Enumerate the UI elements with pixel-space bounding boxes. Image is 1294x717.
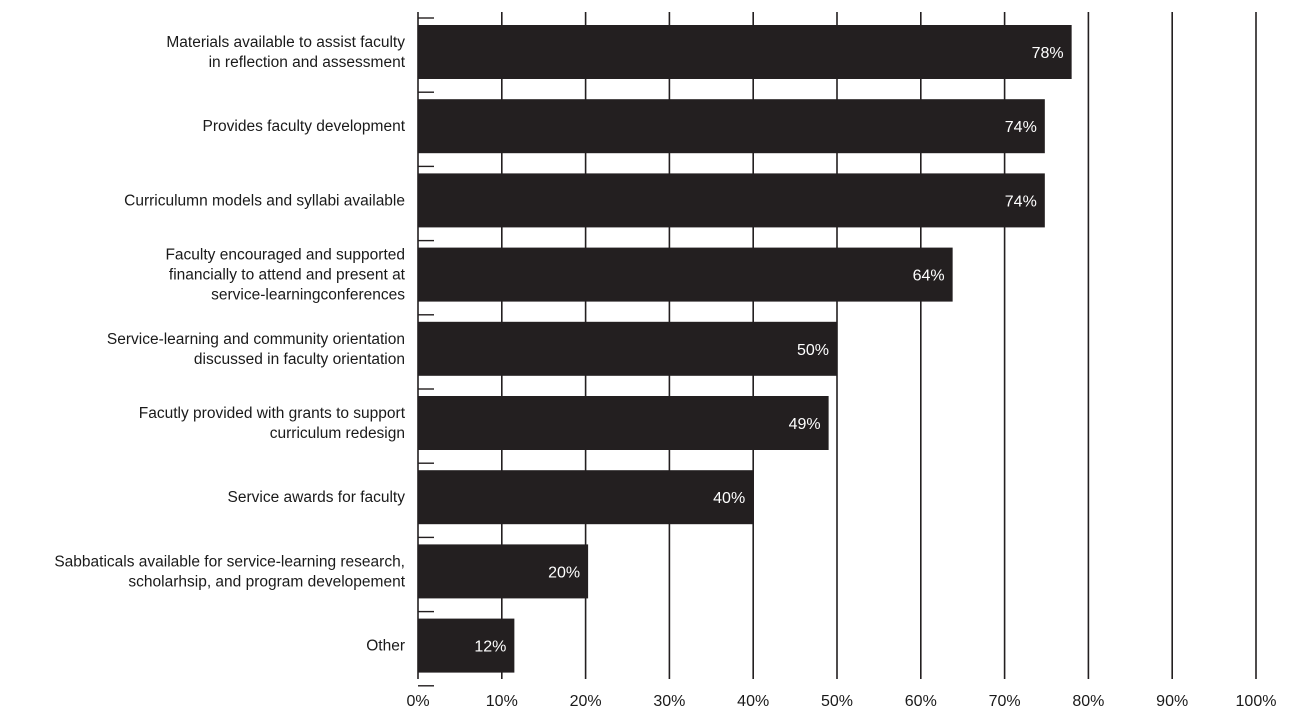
bar xyxy=(418,396,829,450)
x-tick-label: 0% xyxy=(406,693,429,710)
data-label: 78% xyxy=(1032,45,1064,62)
category-label-line: financially to attend and present at xyxy=(169,267,406,284)
data-label: 20% xyxy=(548,564,580,581)
category-label-line: scholarhsip, and program developement xyxy=(128,573,405,590)
data-label: 40% xyxy=(713,490,745,507)
category-label: Service awards for faculty xyxy=(228,489,406,506)
category-label: Curriculumn models and syllabi available xyxy=(124,192,405,209)
bar xyxy=(418,25,1072,79)
bar xyxy=(418,470,754,525)
x-tick-label: 80% xyxy=(1072,693,1104,710)
x-tick-label: 10% xyxy=(486,693,518,710)
category-labels: Materials available to assist faculty in … xyxy=(54,34,405,655)
bar xyxy=(418,321,837,376)
data-label: 74% xyxy=(1005,119,1037,136)
y-axis xyxy=(417,12,434,687)
category-label-line: Facutly provided with grants to support xyxy=(139,405,406,422)
category-label: Other xyxy=(366,638,405,655)
category-label-line: Provides faculty development xyxy=(203,118,406,135)
data-label: 12% xyxy=(474,639,506,656)
x-tick-labels: 0% 10% 20% 30% 40% 50% 60% 70% 80% 90% 100% xyxy=(406,693,1276,710)
x-tick-label: 20% xyxy=(570,693,602,710)
category-label-line: service-learningconferences xyxy=(211,287,405,304)
category-label: Service-learning and community orientati… xyxy=(107,331,405,368)
data-label: 50% xyxy=(797,342,829,359)
x-tick-label: 90% xyxy=(1156,693,1188,710)
bar xyxy=(418,247,953,302)
category-label-line: discussed in faculty orientation xyxy=(194,351,405,368)
x-tick-label: 70% xyxy=(989,693,1021,710)
category-label: Provides faculty development xyxy=(203,118,406,135)
x-tick-label: 50% xyxy=(821,693,853,710)
x-tick-label: 40% xyxy=(737,693,769,710)
category-label-line: curriculum redesign xyxy=(270,425,405,442)
category-label: Materials available to assist faculty in … xyxy=(166,34,405,71)
category-label-line: Sabbaticals available for service-learni… xyxy=(54,553,405,570)
category-label: Faculty encouraged and supported financia… xyxy=(165,247,405,304)
bar xyxy=(418,173,1045,228)
x-tick-label: 30% xyxy=(653,693,685,710)
category-label: Facutly provided with grants to support c… xyxy=(139,405,406,442)
category-label-line: Materials available to assist faculty xyxy=(166,34,405,51)
category-label: Sabbaticals available for service-learni… xyxy=(54,553,405,590)
bar xyxy=(418,99,1045,154)
x-tick-label: 60% xyxy=(905,693,937,710)
category-label-line: Faculty encouraged and supported xyxy=(165,247,405,264)
x-tick-label: 100% xyxy=(1236,693,1277,710)
category-label-line: Service awards for faculty xyxy=(228,489,406,506)
bar xyxy=(418,618,515,673)
category-label-line: Other xyxy=(366,638,405,655)
category-label-line: Service-learning and community orientati… xyxy=(107,331,405,348)
data-label: 49% xyxy=(789,416,821,433)
bars: 78% 74% 74% 64% 50% 49% 40% 20% 12% xyxy=(418,25,1072,673)
bar xyxy=(418,544,589,599)
data-label: 74% xyxy=(1005,193,1037,210)
data-label: 64% xyxy=(913,268,945,285)
category-label-line: in reflection and assessment xyxy=(209,54,406,71)
category-label-line: Curriculumn models and syllabi available xyxy=(124,192,405,209)
